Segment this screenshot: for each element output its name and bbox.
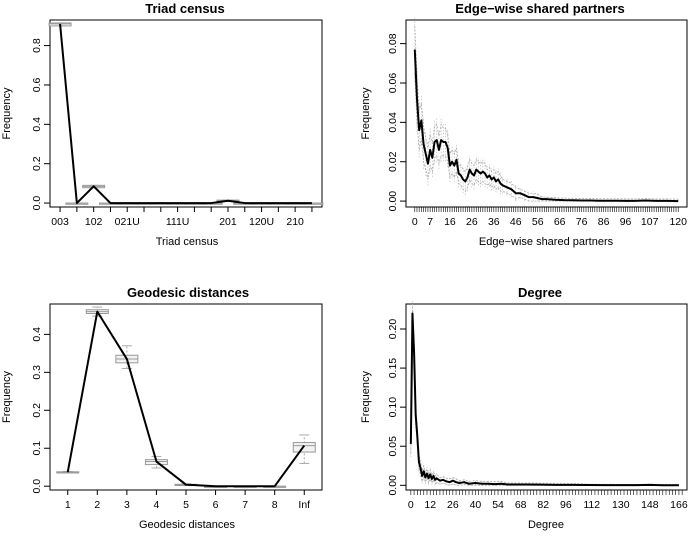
x-tick-label: 2 xyxy=(94,499,100,511)
box xyxy=(292,442,316,453)
chart-title: Geodesic distances xyxy=(127,285,249,300)
panel-3: Degree 0.00 0.05 0.10 0.15 0.20 Frequency Degre… xyxy=(360,285,688,531)
x-tick-label: 7 xyxy=(242,499,248,511)
panel-1: Edge−wise shared partners 0.00 0.02 0.04 0.0… xyxy=(360,1,688,248)
x-tick-label: 111U xyxy=(166,216,190,228)
x-tick-label: 0 xyxy=(408,499,414,511)
observed-line xyxy=(409,312,679,487)
observed-line xyxy=(59,23,312,205)
x-tick-label: 4 xyxy=(154,499,160,511)
y-axis-label: Frequency xyxy=(360,87,372,139)
x-axis-label: Degree xyxy=(528,519,564,531)
band-upper xyxy=(410,303,679,485)
y-tick-label: 0.20 xyxy=(387,319,399,340)
x-tick-label: 166 xyxy=(670,499,688,511)
x-tick-label: 7 xyxy=(427,216,433,228)
y-tick-label: 0.10 xyxy=(387,397,399,418)
x-axis-label: Edge−wise shared partners xyxy=(479,236,614,248)
x-tick-label: 86 xyxy=(598,216,610,228)
y-tick-label: 0.06 xyxy=(387,73,399,94)
x-tick-label: 0 xyxy=(412,216,418,228)
chart-title: Triad census xyxy=(145,1,224,16)
chart-title: Degree xyxy=(518,285,562,300)
observed-line xyxy=(66,310,306,488)
x-tick-label: 66 xyxy=(554,216,566,228)
y-tick-label: 0.4 xyxy=(31,117,43,132)
x-tick-label: 16 xyxy=(444,216,456,228)
x-axis-label: Triad census xyxy=(156,236,219,248)
x-tick-label: 54 xyxy=(492,499,504,511)
y-tick-label: 0.6 xyxy=(31,78,43,93)
y-tick-label: 0.00 xyxy=(387,191,399,212)
x-tick-label: 8 xyxy=(272,499,278,511)
band-upper xyxy=(414,25,679,200)
x-tick-label: 102 xyxy=(85,216,103,228)
plot-frame xyxy=(405,303,688,491)
x-tick-label: 40 xyxy=(470,499,482,511)
x-tick-label: 76 xyxy=(576,216,588,228)
x-tick-label: 96 xyxy=(560,499,572,511)
x-tick-label: 12 xyxy=(424,499,436,511)
y-tick-label: 0.05 xyxy=(387,436,399,457)
x-tick-label: 021U xyxy=(115,216,140,228)
y-tick-label: 0.0 xyxy=(31,479,43,494)
x-tick-label: 1 xyxy=(65,499,71,511)
y-tick-label: 0.0 xyxy=(31,196,43,211)
x-tick-label: 46 xyxy=(510,216,522,228)
y-tick-label: 0.8 xyxy=(31,38,43,53)
x-tick-label: 82 xyxy=(537,499,549,511)
y-axis-label: Frequency xyxy=(360,371,372,423)
x-tick-label: 5 xyxy=(183,499,189,511)
x-tick-label: Inf xyxy=(298,499,310,511)
x-tick-label: 210 xyxy=(286,216,304,228)
x-tick-label: 107 xyxy=(641,216,659,228)
y-tick-label: 0.15 xyxy=(387,358,399,379)
y-tick-label: 0.08 xyxy=(387,33,399,54)
band-lower xyxy=(410,322,679,486)
y-tick-label: 0.02 xyxy=(387,151,399,172)
plot-frame xyxy=(405,19,688,208)
plot-frame xyxy=(49,303,323,491)
plot-frame xyxy=(49,19,323,208)
x-tick-label: 96 xyxy=(620,216,632,228)
y-tick-label: 0.2 xyxy=(31,403,43,418)
x-tick-label: 201 xyxy=(219,216,237,228)
x-tick-label: 68 xyxy=(515,499,527,511)
x-tick-label: 112 xyxy=(583,499,600,511)
x-tick-label: 120U xyxy=(249,216,274,228)
x-tick-label: 003 xyxy=(51,216,69,228)
x-tick-label: 26 xyxy=(466,216,478,228)
x-tick-label: 3 xyxy=(124,499,130,511)
chart-title: Edge−wise shared partners xyxy=(455,1,624,16)
y-tick-label: 0.2 xyxy=(31,156,43,171)
y-tick-label: 0.04 xyxy=(387,112,399,133)
x-axis-label: Geodesic distances xyxy=(139,519,235,531)
x-tick-label: 130 xyxy=(612,499,630,511)
y-tick-label: 0.1 xyxy=(31,441,43,456)
x-tick-label: 36 xyxy=(488,216,500,228)
observed-line xyxy=(413,49,679,203)
x-tick-label: 148 xyxy=(641,499,659,511)
y-axis-label: Frequency xyxy=(1,87,13,139)
y-axis-label: Frequency xyxy=(1,371,13,423)
y-tick-label: 0.3 xyxy=(31,365,43,380)
x-tick-label: 26 xyxy=(447,499,459,511)
y-tick-label: 0.4 xyxy=(31,327,43,342)
y-tick-label: 0.00 xyxy=(387,475,399,496)
x-tick-label: 6 xyxy=(213,499,219,511)
x-tick-label: 56 xyxy=(532,216,544,228)
x-tick-label: 120 xyxy=(669,216,687,228)
panel-0: Triad census 0.0 0.2 0.4 0.6 0.8 Frequency Tria… xyxy=(1,1,324,248)
panel-2: Geodesic distances 0.0 0.1 0.2 0.3 0.4 Frequen… xyxy=(1,285,323,531)
